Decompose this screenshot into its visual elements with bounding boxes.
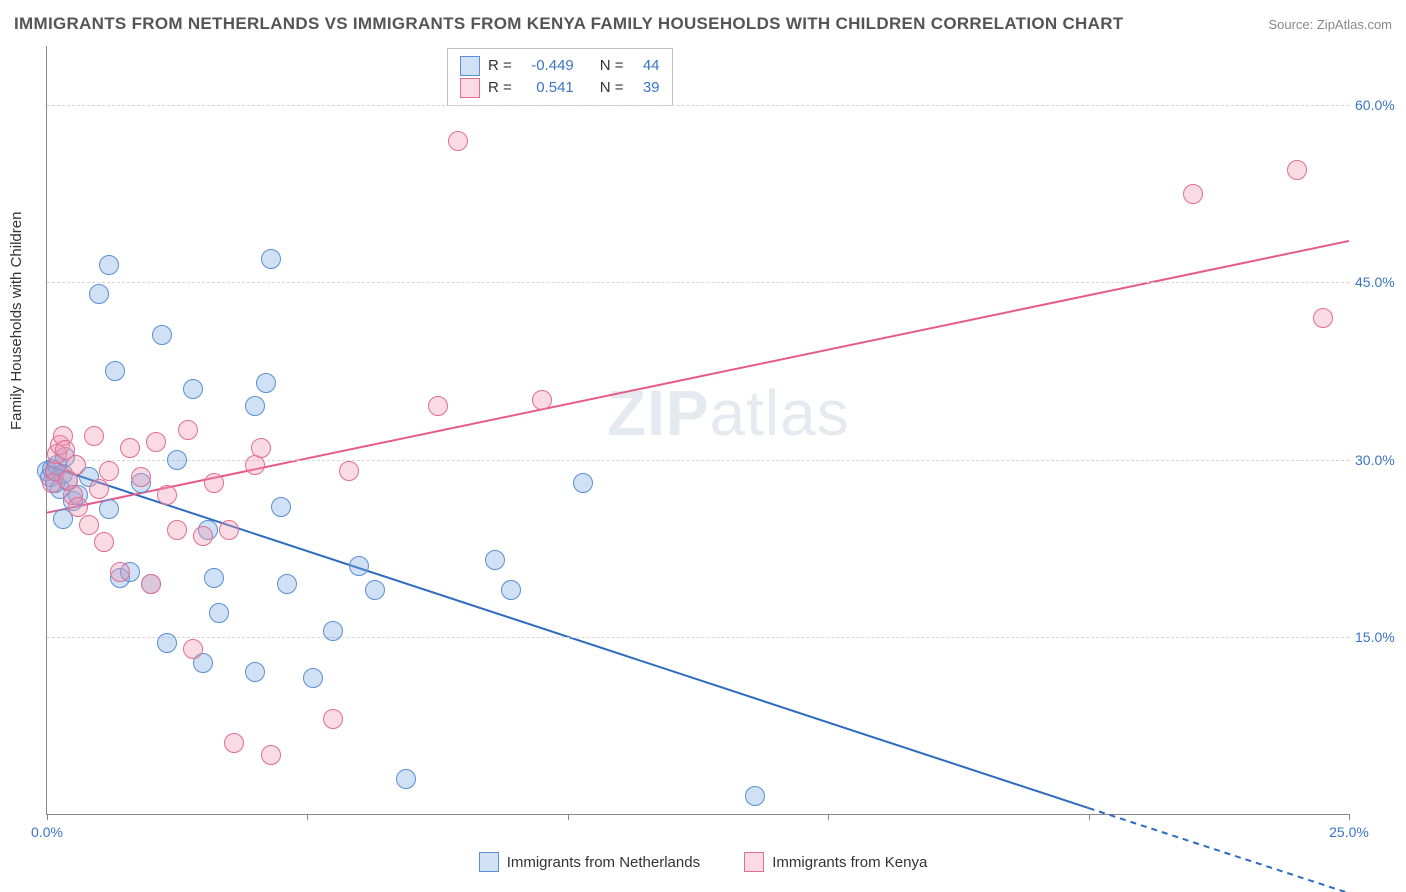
data-point [323,709,343,729]
chart-title: IMMIGRANTS FROM NETHERLANDS VS IMMIGRANT… [14,14,1123,34]
data-point [152,325,172,345]
y-tick-label: 15.0% [1355,629,1406,645]
data-point [277,574,297,594]
data-point [339,461,359,481]
data-point [245,396,265,416]
data-point [219,520,239,540]
data-point [261,249,281,269]
n-value: 39 [632,77,660,99]
data-point [89,284,109,304]
data-point [183,379,203,399]
legend-label: Immigrants from Kenya [772,854,927,871]
data-point [94,532,114,552]
data-point [271,497,291,517]
data-point [146,432,166,452]
data-point [256,373,276,393]
header: IMMIGRANTS FROM NETHERLANDS VS IMMIGRANT… [14,10,1392,38]
data-point [105,361,125,381]
data-point [89,479,109,499]
r-value: 0.541 [520,77,574,99]
grid-line [47,460,1349,461]
source-label: Source: ZipAtlas.com [1268,17,1392,32]
n-label: N = [600,77,624,99]
data-point [573,473,593,493]
stats-row-kenya: R = 0.541 N = 39 [460,77,660,99]
grid-line [47,105,1349,106]
y-tick-label: 45.0% [1355,274,1406,290]
data-point [1183,184,1203,204]
stats-row-netherlands: R = -0.449 N = 44 [460,55,660,77]
data-point [365,580,385,600]
data-point [99,461,119,481]
data-point [396,769,416,789]
data-point [261,745,281,765]
y-tick-label: 30.0% [1355,452,1406,468]
y-axis-label: Family Households with Children [8,212,25,430]
data-point [532,390,552,410]
r-value: -0.449 [520,55,574,77]
data-point [157,485,177,505]
grid-line [47,282,1349,283]
data-point [245,662,265,682]
data-point [157,633,177,653]
data-point [303,668,323,688]
data-point [99,255,119,275]
series-legend: Immigrants from Netherlands Immigrants f… [0,852,1406,876]
legend-item-netherlands: Immigrants from Netherlands [479,852,700,872]
grid-line [47,637,1349,638]
data-point [178,420,198,440]
data-point [1313,308,1333,328]
n-value: 44 [632,55,660,77]
data-point [141,574,161,594]
x-tick [47,814,48,820]
data-point [99,499,119,519]
data-point [1287,160,1307,180]
y-tick-label: 60.0% [1355,97,1406,113]
data-point [167,520,187,540]
data-point [79,515,99,535]
r-label: R = [488,77,512,99]
scatter-chart: ZIPatlas R = -0.449 N = 44 R = 0.541 N =… [46,46,1349,815]
data-point [193,526,213,546]
data-point [745,786,765,806]
swatch-pink [744,852,764,872]
stats-legend: R = -0.449 N = 44 R = 0.541 N = 39 [447,48,673,106]
x-tick [1089,814,1090,820]
data-point [224,733,244,753]
x-tick [828,814,829,820]
data-point [485,550,505,570]
data-point [349,556,369,576]
x-tick [568,814,569,820]
swatch-pink [460,78,480,98]
data-point [183,639,203,659]
swatch-blue [479,852,499,872]
x-tick-label: 25.0% [1329,824,1369,840]
data-point [501,580,521,600]
data-point [204,568,224,588]
data-point [209,603,229,623]
data-point [84,426,104,446]
legend-label: Immigrants from Netherlands [507,854,700,871]
data-point [167,450,187,470]
data-point [66,455,86,475]
data-point [110,562,130,582]
legend-item-kenya: Immigrants from Kenya [744,852,927,872]
x-tick [1349,814,1350,820]
x-tick-label: 0.0% [31,824,63,840]
n-label: N = [600,55,624,77]
data-point [245,455,265,475]
r-label: R = [488,55,512,77]
data-point [120,438,140,458]
trend-lines [47,46,1349,814]
swatch-blue [460,56,480,76]
data-point [251,438,271,458]
data-point [448,131,468,151]
x-tick [307,814,308,820]
data-point [68,497,88,517]
data-point [131,467,151,487]
data-point [323,621,343,641]
data-point [428,396,448,416]
data-point [204,473,224,493]
